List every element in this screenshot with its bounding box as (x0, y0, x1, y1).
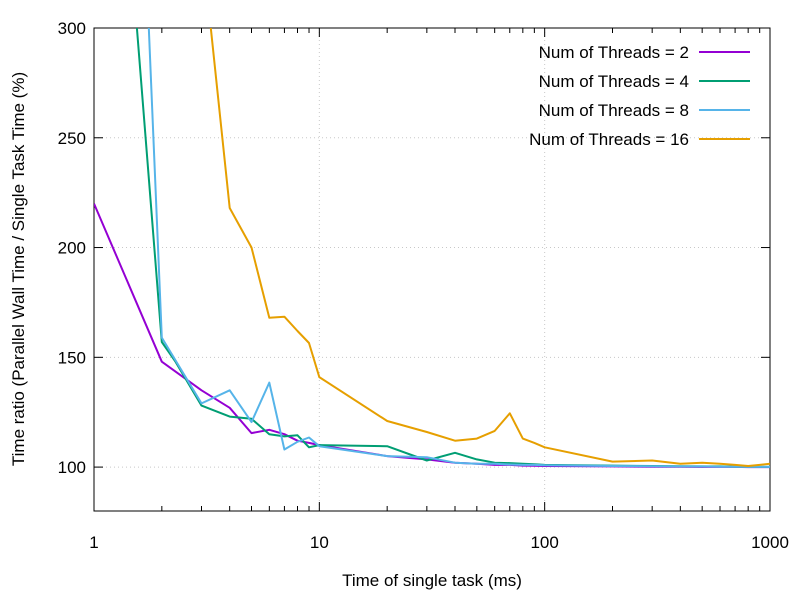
grid-lines (94, 28, 770, 511)
legend-label: Num of Threads = 16 (529, 130, 689, 149)
series-line-threads-2 (147, 28, 770, 468)
x-axis-label: Time of single task (ms) (342, 571, 522, 590)
legend-label: Num of Threads = 2 (539, 43, 689, 62)
series-line-threads-0 (94, 203, 770, 469)
y-axis-label: Time ratio (Parallel Wall Time / Single … (9, 72, 28, 466)
legend-label: Num of Threads = 4 (539, 72, 689, 91)
y-tick-label: 100 (58, 458, 86, 477)
y-tick-label: 300 (58, 19, 86, 38)
series-line-threads-3 (209, 28, 770, 467)
series-line-threads-1 (135, 28, 770, 468)
x-tick-label: 100 (530, 533, 558, 552)
x-tick-label: 1000 (751, 533, 789, 552)
x-tick-label: 1 (89, 533, 98, 552)
axis-ticks: 100 150 200 250 300 1 10 100 1000 (58, 19, 789, 552)
legend-label: Num of Threads = 8 (539, 101, 689, 120)
plot-frame (93, 27, 771, 512)
legend: Num of Threads = 2 Num of Threads = 4 Num … (529, 43, 750, 149)
y-tick-label: 200 (58, 239, 86, 258)
y-tick-label: 250 (58, 129, 86, 148)
y-tick-label: 150 (58, 348, 86, 367)
x-tick-label: 10 (310, 533, 329, 552)
series-layer (94, 28, 770, 469)
